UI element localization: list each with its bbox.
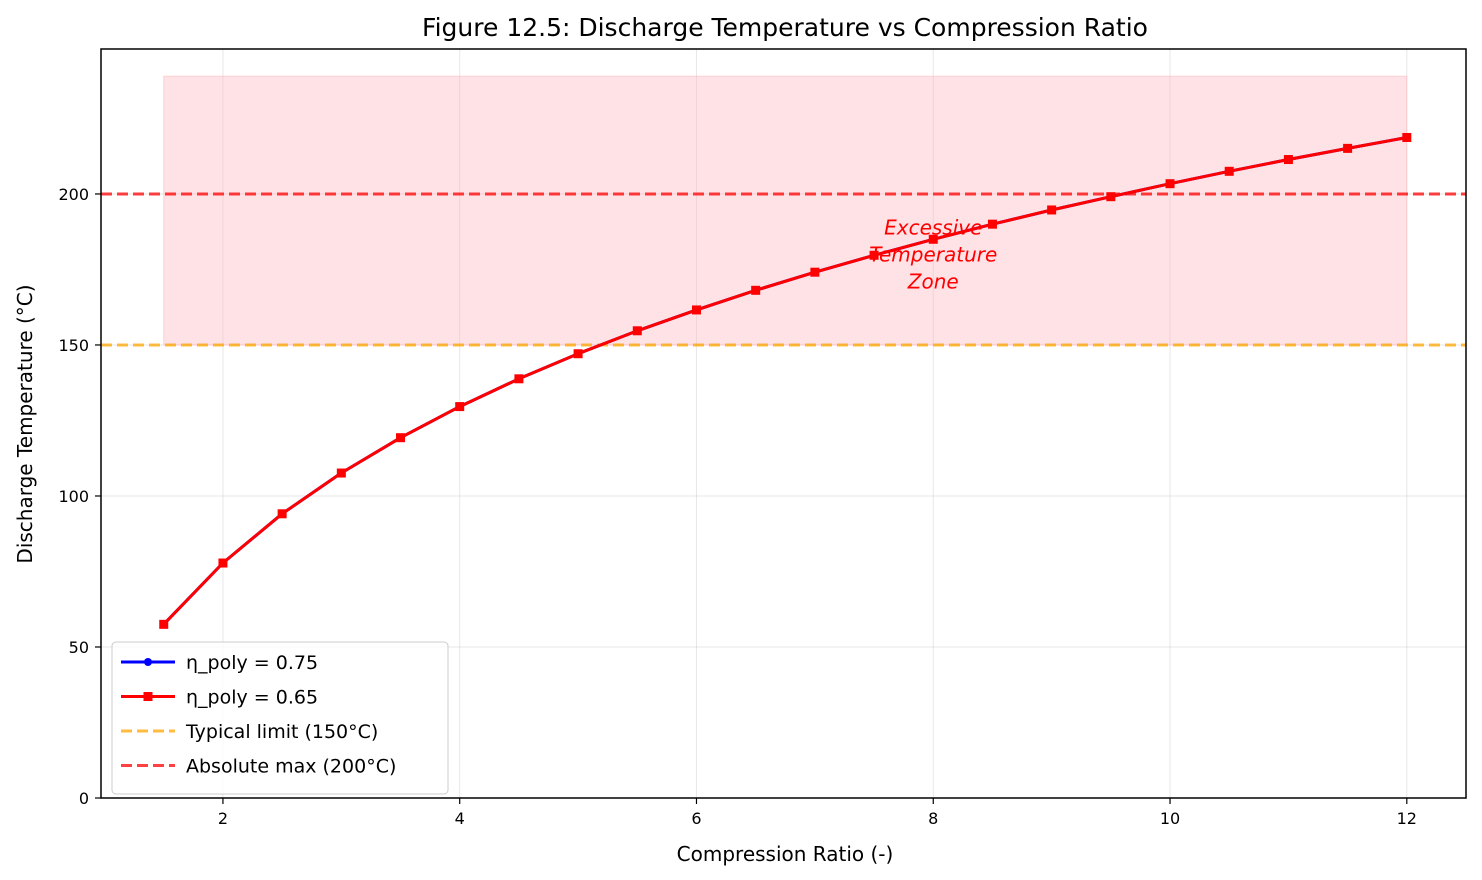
data-point-1 (869, 250, 879, 260)
data-point-1 (632, 326, 642, 336)
legend-box (111, 641, 449, 795)
data-point-1 (691, 305, 701, 315)
data-point-1 (1224, 166, 1234, 176)
y-tick-label: 100 (58, 487, 89, 506)
legend-label: η_poly = 0.75 (186, 652, 318, 674)
x-tick-label: 8 (928, 809, 938, 828)
legend-label: Absolute max (200°C) (186, 756, 396, 778)
y-tick-label: 0 (79, 789, 89, 808)
x-tick-label: 12 (1397, 809, 1417, 828)
x-tick-label: 6 (691, 809, 701, 828)
zone-annotation-line: Temperature (869, 242, 997, 266)
y-tick-label: 50 (69, 638, 89, 657)
legend: η_poly = 0.75 η_poly = 0.65 Typical limit … (111, 641, 449, 795)
excessive-temperature-zone (163, 75, 1408, 346)
legend-label: η_poly = 0.65 (186, 687, 318, 709)
series-group (159, 132, 1412, 629)
data-point-1 (455, 402, 465, 412)
chart-title: Figure 12.5: Discharge Temperature vs Co… (422, 13, 1148, 42)
data-point-1 (810, 267, 820, 277)
data-point-1 (1047, 205, 1057, 215)
axes-frame (100, 48, 1467, 799)
x-tick-label: 10 (1160, 809, 1180, 828)
legend-marker (143, 692, 153, 701)
data-point-1 (218, 558, 228, 568)
data-point-1 (1165, 179, 1175, 189)
zone-annotation-line: Excessive (884, 215, 982, 239)
data-point-1 (1106, 192, 1116, 202)
y-axis-label: Discharge Temperature (°C) (13, 284, 37, 563)
data-point-1 (928, 234, 938, 244)
data-point-1 (1402, 132, 1412, 142)
data-point-1 (159, 619, 169, 629)
data-point-1 (1343, 143, 1353, 153)
data-point-1 (277, 509, 287, 519)
y-tick-label: 150 (58, 336, 89, 355)
legend-label: Typical limit (150°C) (185, 721, 378, 743)
data-point-1 (573, 349, 583, 359)
legend-marker (144, 658, 152, 666)
x-tick-label: 4 (455, 809, 465, 828)
x-tick-label: 2 (218, 809, 228, 828)
zone-annotation: Excessive Temperature Zone (869, 215, 997, 293)
data-point-1 (751, 285, 761, 295)
data-point-1 (396, 433, 406, 443)
y-tick-label: 200 (58, 185, 89, 204)
zone-annotation-line: Zone (907, 269, 959, 293)
x-axis-label: Compression Ratio (-) (677, 842, 894, 866)
series-line-1 (162, 136, 1408, 626)
data-point-1 (514, 374, 524, 384)
data-point-1 (987, 219, 997, 229)
plot-area: Excessive Temperature Zone 2 4 6 8 10 12 0 50 100 15… (58, 48, 1467, 828)
data-point-1 (336, 468, 346, 478)
data-point-1 (1283, 155, 1293, 165)
